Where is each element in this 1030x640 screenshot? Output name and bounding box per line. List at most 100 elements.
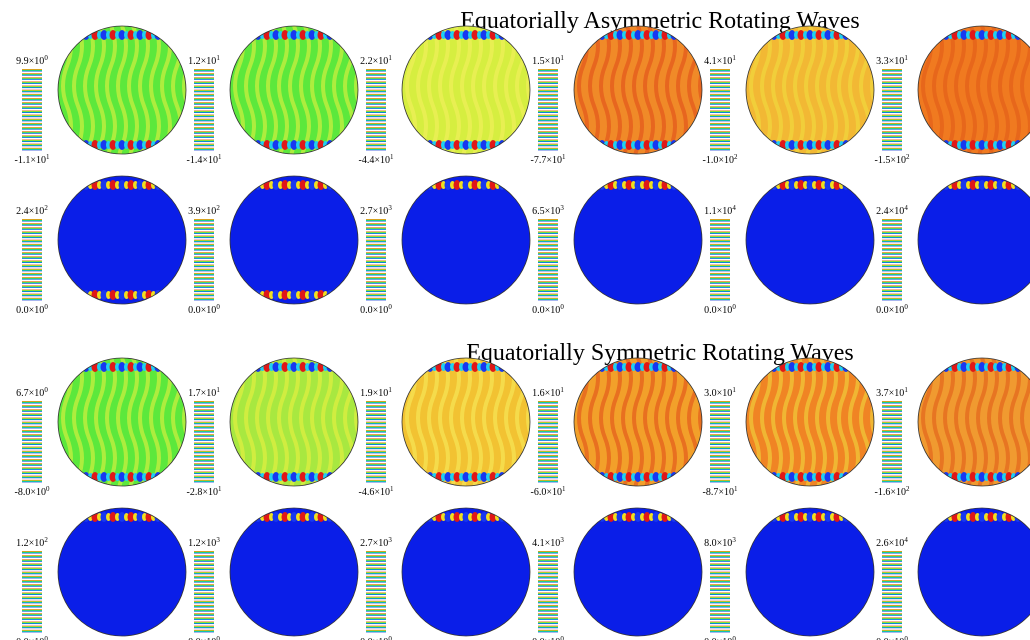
polar-cell xyxy=(127,362,135,372)
polar-cell xyxy=(341,181,346,189)
sphere-outline xyxy=(917,507,1030,637)
wave-stripe xyxy=(504,358,516,486)
colorbar-step xyxy=(710,450,730,454)
colorbar-step xyxy=(710,289,730,293)
polar-cell xyxy=(305,181,310,189)
sphere-body xyxy=(574,26,702,154)
colorbar-label: -7.7×101 xyxy=(531,153,566,166)
polar-cell xyxy=(613,141,618,149)
polar-cell xyxy=(423,363,428,371)
polar-cell xyxy=(163,140,171,150)
polar-cell xyxy=(643,512,651,522)
polar-cell xyxy=(658,473,663,481)
colorbar-step xyxy=(710,260,730,263)
colorbar-step xyxy=(22,122,42,126)
colorbar-step xyxy=(22,475,42,479)
colorbar-step xyxy=(882,114,902,118)
colorbar-step xyxy=(710,114,730,118)
mantissa: 1.7×10 xyxy=(188,388,216,399)
colorbar-step xyxy=(710,77,730,80)
colorbar-step xyxy=(366,110,386,113)
colorbar-step xyxy=(22,135,42,138)
polar-cell xyxy=(245,140,253,150)
polar-cell xyxy=(296,181,301,189)
colorbar-label: -1.4×101 xyxy=(187,153,222,166)
polar-cell xyxy=(453,362,461,372)
colorbar-step xyxy=(22,127,42,130)
colorbar-label: 6.5×103 xyxy=(532,204,564,217)
colorbar-step xyxy=(710,231,730,234)
polar-cell xyxy=(109,140,117,150)
exponent: 0 xyxy=(904,303,908,311)
sphere xyxy=(58,26,186,154)
polar-cell xyxy=(824,472,832,482)
polar-cell xyxy=(969,512,977,522)
polar-cell xyxy=(480,512,488,522)
wave-stripe xyxy=(288,358,300,486)
polar-cell xyxy=(272,362,280,372)
colorbar-step xyxy=(194,239,214,243)
colorbar-step xyxy=(538,613,558,616)
polar-cell xyxy=(290,180,298,190)
colorbar-step xyxy=(22,588,42,591)
mantissa: -1.4×10 xyxy=(187,155,218,166)
polar-cell xyxy=(806,140,814,150)
colorbar-step xyxy=(22,409,42,412)
colorbar-step xyxy=(366,446,386,450)
colorbar-step xyxy=(882,575,902,579)
colorbar-step xyxy=(194,114,214,118)
sphere-body xyxy=(58,176,186,304)
polar-cell xyxy=(960,362,968,372)
polar-cell xyxy=(625,180,633,190)
colorbar-step xyxy=(882,434,902,437)
sphere-outline xyxy=(745,175,875,305)
wave-stripe xyxy=(255,358,267,486)
polar-cell xyxy=(299,180,307,190)
wave-stripe xyxy=(61,26,73,154)
colorbar-step xyxy=(882,102,902,105)
wave-stripe xyxy=(610,358,622,486)
colorbar-step xyxy=(710,617,730,620)
polar-cell xyxy=(848,473,853,481)
colorbar-step xyxy=(366,421,386,425)
polar-cell xyxy=(857,141,862,149)
colorbar-step xyxy=(22,621,42,625)
colorbar-step xyxy=(366,268,386,272)
wave-stripe xyxy=(61,358,73,486)
polar-cell xyxy=(308,472,316,482)
polar-cell xyxy=(589,140,597,150)
colorbar-label: 0.0×100 xyxy=(188,303,220,316)
wave-stripe xyxy=(588,26,600,154)
wave-stripe xyxy=(105,26,117,154)
mantissa: -1.6×10 xyxy=(875,487,906,498)
wave-stripe xyxy=(749,26,761,154)
colorbar-step xyxy=(22,297,42,301)
colorbar-step xyxy=(710,446,730,450)
sphere xyxy=(918,26,1030,154)
polar-cell xyxy=(622,141,627,149)
colorbar-step xyxy=(366,81,386,84)
sphere xyxy=(574,358,702,486)
polar-cell xyxy=(1023,362,1030,372)
wave-stripe xyxy=(621,26,633,154)
colorbar-step xyxy=(710,625,730,629)
colorbar-step xyxy=(366,73,386,76)
polar-cell xyxy=(649,181,654,189)
colorbar-step xyxy=(194,613,214,616)
polar-cell xyxy=(987,512,995,522)
colorbar-step xyxy=(538,106,558,109)
polar-cell xyxy=(812,31,817,39)
colorbar-step xyxy=(882,293,902,297)
polar-cell xyxy=(142,141,147,149)
polar-cell xyxy=(625,30,633,40)
polar-cell xyxy=(251,291,256,299)
polar-cell xyxy=(767,473,772,481)
polar-cell xyxy=(287,181,292,189)
wave-stripe xyxy=(116,358,128,486)
colorbar-step xyxy=(194,621,214,625)
colorbar-step xyxy=(538,297,558,301)
polar-cell xyxy=(287,141,292,149)
colorbar-step xyxy=(366,621,386,625)
wave-stripe xyxy=(427,26,439,154)
colorbar-step xyxy=(538,248,558,251)
